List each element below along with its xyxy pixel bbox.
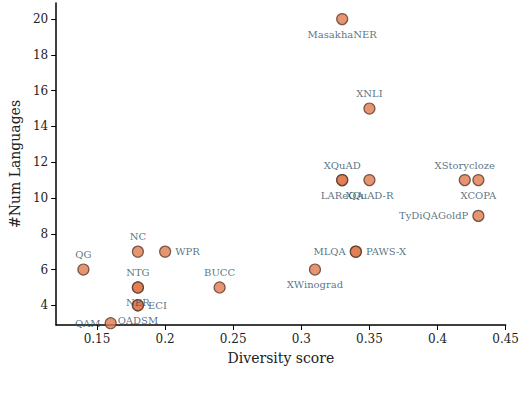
- svg-text:10: 10: [33, 191, 48, 205]
- svg-text:12: 12: [33, 155, 48, 169]
- svg-text:NC: NC: [130, 231, 147, 242]
- svg-text:XStorycloze: XStorycloze: [435, 160, 496, 171]
- svg-text:PAWS-X: PAWS-X: [366, 246, 407, 257]
- svg-text:14: 14: [33, 119, 49, 133]
- svg-text:0.45: 0.45: [492, 332, 519, 346]
- svg-text:0.15: 0.15: [84, 332, 111, 346]
- svg-text:MasakhaNER: MasakhaNER: [308, 29, 378, 40]
- svg-text:0.35: 0.35: [356, 332, 383, 346]
- svg-text:NTG: NTG: [126, 267, 149, 278]
- svg-text:#Num Languages: #Num Languages: [7, 100, 23, 228]
- svg-text:18: 18: [33, 48, 48, 62]
- svg-text:8: 8: [41, 227, 49, 241]
- svg-text:0.2: 0.2: [156, 332, 175, 346]
- svg-text:XWinograd: XWinograd: [287, 279, 344, 290]
- svg-text:20: 20: [33, 12, 48, 26]
- svg-text:0.25: 0.25: [220, 332, 247, 346]
- svg-text:XCOPA: XCOPA: [460, 190, 497, 201]
- svg-text:MLQA: MLQA: [313, 246, 346, 257]
- svg-text:16: 16: [33, 84, 48, 98]
- svg-text:LAReQA: LAReQA: [320, 189, 364, 201]
- svg-text:TyDiQAGoldP: TyDiQAGoldP: [399, 210, 469, 221]
- svg-text:QAM: QAM: [75, 318, 101, 329]
- svg-text:QADSM: QADSM: [118, 315, 159, 326]
- svg-text:0.4: 0.4: [428, 332, 447, 346]
- svg-text:QG: QG: [75, 249, 91, 260]
- svg-text:XNLI: XNLI: [356, 88, 383, 99]
- svg-text:WPR: WPR: [175, 246, 200, 257]
- svg-text:XQuAD: XQuAD: [324, 160, 361, 171]
- svg-text:0.3: 0.3: [292, 332, 311, 346]
- svg-text:4: 4: [41, 298, 49, 312]
- svg-text:NER: NER: [126, 297, 150, 308]
- svg-text:6: 6: [41, 263, 49, 277]
- svg-text:ECI: ECI: [148, 300, 167, 311]
- svg-text:BUCC: BUCC: [204, 267, 235, 278]
- svg-text:XQuAD-R: XQuAD-R: [345, 190, 394, 201]
- svg-text:Diversity score: Diversity score: [228, 350, 335, 366]
